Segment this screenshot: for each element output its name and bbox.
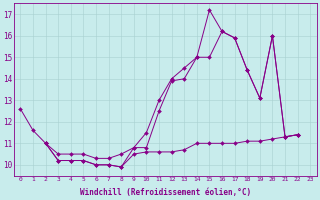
X-axis label: Windchill (Refroidissement éolien,°C): Windchill (Refroidissement éolien,°C) [80,188,251,197]
